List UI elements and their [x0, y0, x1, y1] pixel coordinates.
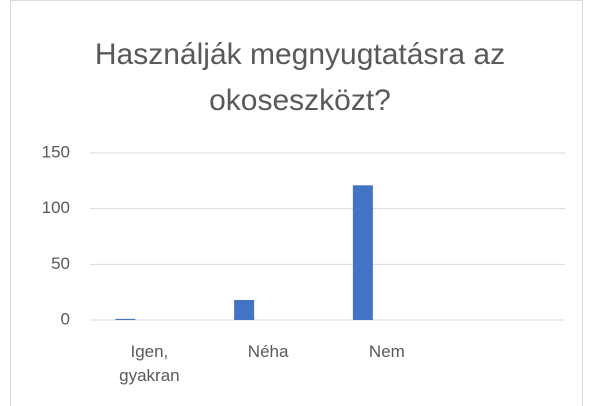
x-tick-label: Igen, gyakran: [119, 342, 180, 385]
chart-title: Használják megnyugtatásra az okoseszközt…: [94, 38, 506, 117]
x-tick-label: Nem: [368, 342, 405, 361]
bar: [115, 318, 136, 320]
x-tick-label: Néha: [247, 342, 289, 361]
y-tick-label: 0: [61, 309, 70, 328]
y-tick-label: 100: [42, 198, 70, 217]
bar: [352, 185, 373, 320]
y-tick-label: 150: [42, 142, 70, 161]
y-tick-label: 50: [51, 254, 70, 273]
bar: [234, 299, 255, 320]
chart-border: [10, 0, 583, 406]
